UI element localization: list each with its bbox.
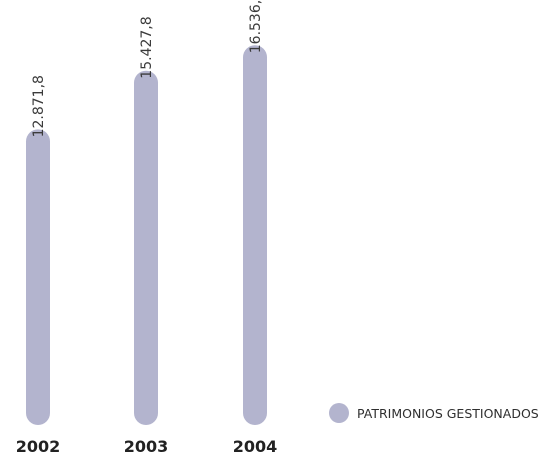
bar-2003 xyxy=(134,70,158,425)
value-label-2002: 12.871,8 xyxy=(31,75,47,137)
value-label-2004: 16.536,6 xyxy=(248,0,264,53)
legend: PATRIMONIOS GESTIONADOS xyxy=(329,403,539,423)
x-tick-label-2003: 2003 xyxy=(124,437,169,456)
value-labels-layer: 12.871,8 15.427,8 16.536,6 xyxy=(31,0,264,137)
x-tick-label-2002: 2002 xyxy=(16,437,61,456)
x-axis-labels: 2002 2003 2004 xyxy=(16,437,278,456)
legend-label: PATRIMONIOS GESTIONADOS xyxy=(357,406,539,421)
x-tick-label-2004: 2004 xyxy=(233,437,278,456)
bar-2002 xyxy=(26,129,50,425)
bar-2004 xyxy=(243,45,267,426)
legend-swatch xyxy=(329,403,349,423)
value-label-2003: 15.427,8 xyxy=(139,16,155,78)
bars-layer xyxy=(26,45,267,426)
